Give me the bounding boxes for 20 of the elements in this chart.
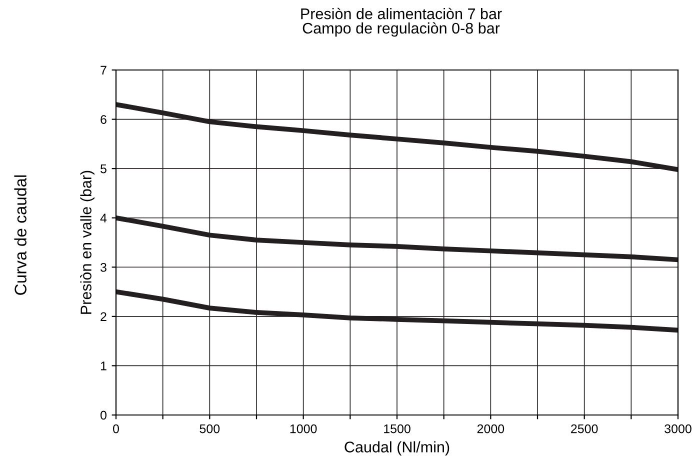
y-axis-title: Presiòn en valle (bar) bbox=[80, 170, 94, 314]
x-tick-label: 1000 bbox=[290, 424, 317, 434]
y-tick-label: 7 bbox=[100, 66, 106, 75]
y-tick-label: 4 bbox=[100, 214, 107, 222]
chart-subtitle: Campo de regulaciòn 0-8 bar bbox=[302, 22, 500, 37]
chart-title: Presiòn de alimentaciòn 7 bar bbox=[301, 8, 502, 20]
x-axis-title: Caudal (Nl/min) bbox=[344, 441, 450, 456]
x-tick-label: 3000 bbox=[664, 424, 692, 434]
y-tick-label: 1 bbox=[100, 362, 106, 370]
x-tick-label: 2500 bbox=[571, 424, 598, 434]
text: Curva de caudal bbox=[14, 175, 26, 295]
y-tick-label: 0 bbox=[100, 410, 106, 420]
x-tick-label: 1500 bbox=[384, 424, 410, 434]
x-tick-label: 500 bbox=[200, 424, 220, 434]
x-tick-label: 0 bbox=[113, 424, 119, 434]
y-tick-label: 2 bbox=[100, 312, 106, 321]
x-tick-label: 2000 bbox=[477, 424, 504, 434]
y-tick-label: 5 bbox=[100, 164, 106, 174]
y-tick-label: 3 bbox=[100, 262, 106, 272]
y-tick-label: 6 bbox=[100, 115, 106, 124]
